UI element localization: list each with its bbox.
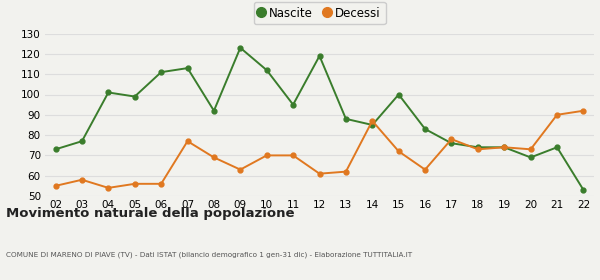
Legend: Nascite, Decessi: Nascite, Decessi — [254, 2, 386, 24]
Text: COMUNE DI MARENO DI PIAVE (TV) - Dati ISTAT (bilancio demografico 1 gen-31 dic) : COMUNE DI MARENO DI PIAVE (TV) - Dati IS… — [6, 252, 412, 258]
Text: Movimento naturale della popolazione: Movimento naturale della popolazione — [6, 207, 295, 220]
